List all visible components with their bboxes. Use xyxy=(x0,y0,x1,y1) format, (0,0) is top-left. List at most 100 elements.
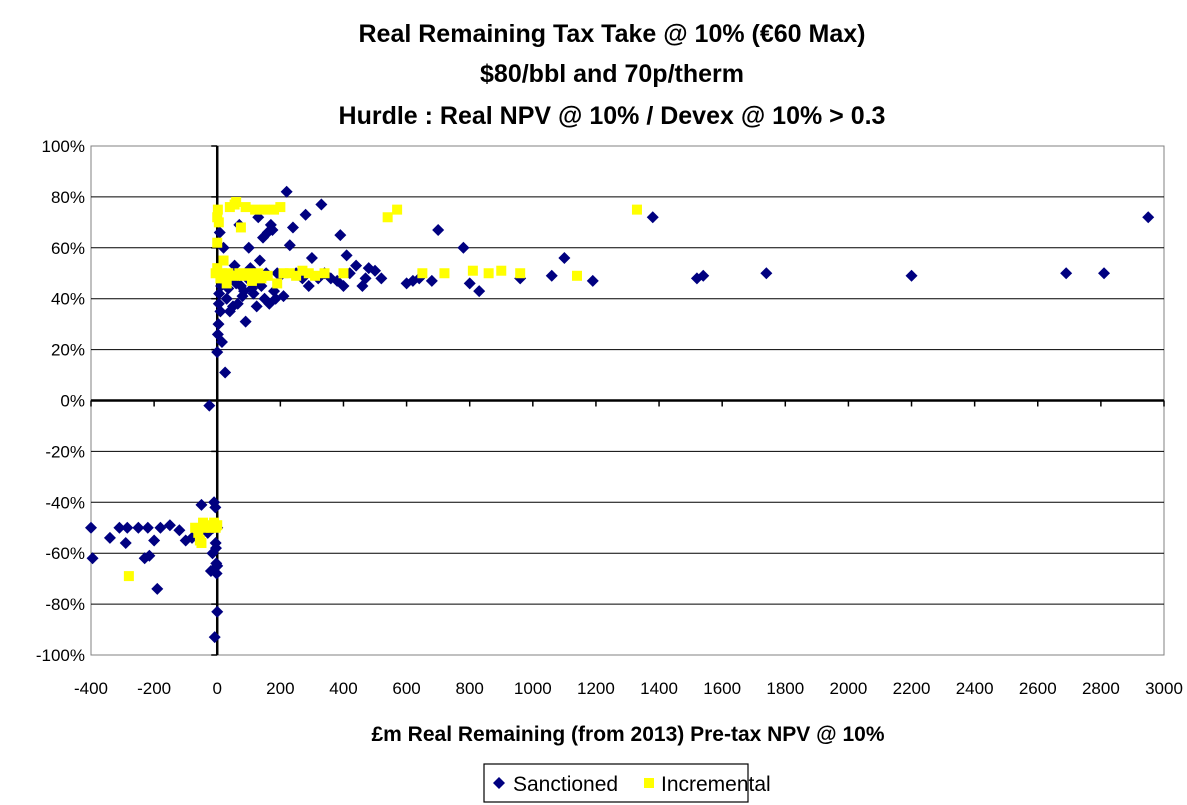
data-point-incremental xyxy=(196,538,207,549)
data-point-sanctioned xyxy=(302,279,315,292)
y-axis: -100% -80% -60% -40% -20% 0% 20% 40% 60% 80% 100% xyxy=(36,137,219,665)
data-point-sanctioned xyxy=(315,198,328,211)
data-point-incremental xyxy=(235,222,246,233)
legend-label-sanctioned: Sanctioned xyxy=(513,773,618,796)
data-point-sanctioned xyxy=(119,537,132,550)
x-tick-label: -400 xyxy=(74,679,108,698)
data-point-sanctioned xyxy=(231,297,244,310)
data-point-sanctioned xyxy=(154,521,167,534)
data-point-incremental xyxy=(259,204,270,215)
data-point-sanctioned xyxy=(375,272,388,285)
data-point-sanctioned xyxy=(1142,211,1155,224)
x-tick-label: 800 xyxy=(456,679,484,698)
data-point-sanctioned xyxy=(239,315,252,328)
data-point-incremental xyxy=(212,237,223,248)
legend-marker-incremental xyxy=(644,778,654,788)
legend-marker-sanctioned xyxy=(493,777,505,789)
data-point-sanctioned xyxy=(545,269,558,282)
data-point-sanctioned xyxy=(253,254,266,267)
data-point-sanctioned xyxy=(299,208,312,221)
data-point-sanctioned xyxy=(558,251,571,264)
data-point-incremental xyxy=(269,204,280,215)
data-point-sanctioned xyxy=(219,366,232,379)
data-point-incremental xyxy=(212,212,223,223)
data-point-sanctioned xyxy=(209,501,222,514)
x-axis: -400 -200 0 200 400 600 800 1000 1200 1400 1600 180… xyxy=(74,399,1183,698)
data-point-incremental xyxy=(467,265,478,276)
data-point-sanctioned xyxy=(369,264,382,277)
data-point-incremental xyxy=(303,268,314,279)
x-tick-label: 3000 xyxy=(1145,679,1183,698)
data-point-sanctioned xyxy=(212,318,225,331)
data-point-sanctioned xyxy=(334,229,347,242)
data-point-incremental xyxy=(190,522,201,533)
x-tick-label: 400 xyxy=(329,679,357,698)
y-tick-label: -40% xyxy=(45,493,85,512)
x-tick-label: 2800 xyxy=(1082,679,1120,698)
series-incremental xyxy=(123,196,642,582)
data-point-sanctioned xyxy=(646,211,659,224)
data-point-incremental xyxy=(228,270,239,281)
y-tick-label: -100% xyxy=(36,646,85,665)
data-point-incremental xyxy=(382,212,393,223)
data-point-sanctioned xyxy=(457,241,470,254)
data-point-incremental xyxy=(220,273,231,284)
data-point-sanctioned xyxy=(905,269,918,282)
data-point-sanctioned xyxy=(211,559,224,572)
data-point-sanctioned xyxy=(286,221,299,234)
data-point-sanctioned xyxy=(213,226,226,239)
data-point-incremental xyxy=(275,202,286,213)
data-point-sanctioned xyxy=(86,552,99,565)
data-point-incremental xyxy=(572,270,583,281)
data-point-sanctioned xyxy=(148,534,161,547)
data-point-sanctioned xyxy=(143,549,156,562)
data-point-incremental xyxy=(392,204,403,215)
x-tick-label: 1000 xyxy=(514,679,552,698)
x-tick-label: -200 xyxy=(137,679,171,698)
data-point-incremental xyxy=(338,268,349,279)
data-point-sanctioned xyxy=(280,185,293,198)
data-point-sanctioned xyxy=(212,297,225,310)
data-point-sanctioned xyxy=(173,524,186,537)
data-point-incremental xyxy=(216,268,227,279)
data-point-sanctioned xyxy=(425,274,438,287)
y-tick-label: 0% xyxy=(60,392,85,411)
data-point-sanctioned xyxy=(337,279,350,292)
data-point-sanctioned xyxy=(277,290,290,303)
data-point-sanctioned xyxy=(214,305,227,318)
data-point-sanctioned xyxy=(215,335,228,348)
data-point-sanctioned xyxy=(163,519,176,532)
y-tick-label: 40% xyxy=(51,290,85,309)
x-tick-label: 2200 xyxy=(893,679,931,698)
data-point-sanctioned xyxy=(340,249,353,262)
data-point-incremental xyxy=(272,278,283,289)
data-point-sanctioned xyxy=(220,292,233,305)
data-point-sanctioned xyxy=(1060,267,1073,280)
x-axis-title: £m Real Remaining (from 2013) Pre-tax NP… xyxy=(372,723,885,746)
x-tick-label: 1600 xyxy=(703,679,741,698)
data-point-sanctioned xyxy=(121,521,134,534)
x-tick-label: 2400 xyxy=(956,679,994,698)
data-point-sanctioned xyxy=(209,542,222,555)
data-point-incremental xyxy=(439,268,450,279)
chart-title-line-2: $80/bbl and 70p/therm xyxy=(480,60,744,88)
data-point-sanctioned xyxy=(266,223,279,236)
data-point-sanctioned xyxy=(586,274,599,287)
x-tick-label: 200 xyxy=(266,679,294,698)
data-point-sanctioned xyxy=(250,300,263,313)
y-tick-label: 60% xyxy=(51,239,85,258)
data-point-sanctioned xyxy=(697,269,710,282)
data-point-incremental xyxy=(262,270,273,281)
data-point-sanctioned xyxy=(210,567,223,580)
y-tick-label: 100% xyxy=(42,137,85,156)
data-point-incremental xyxy=(237,270,248,281)
data-point-incremental xyxy=(213,217,224,228)
data-point-incremental xyxy=(256,273,267,284)
y-tick-label: -60% xyxy=(45,544,85,563)
data-point-incremental xyxy=(284,268,295,279)
x-tick-label: 0 xyxy=(213,679,222,698)
chart-title: Real Remaining Tax Take @ 10% (€60 Max) … xyxy=(339,20,886,130)
data-point-sanctioned xyxy=(305,251,318,264)
data-point-sanctioned xyxy=(359,272,372,285)
gridlines xyxy=(91,196,1164,605)
